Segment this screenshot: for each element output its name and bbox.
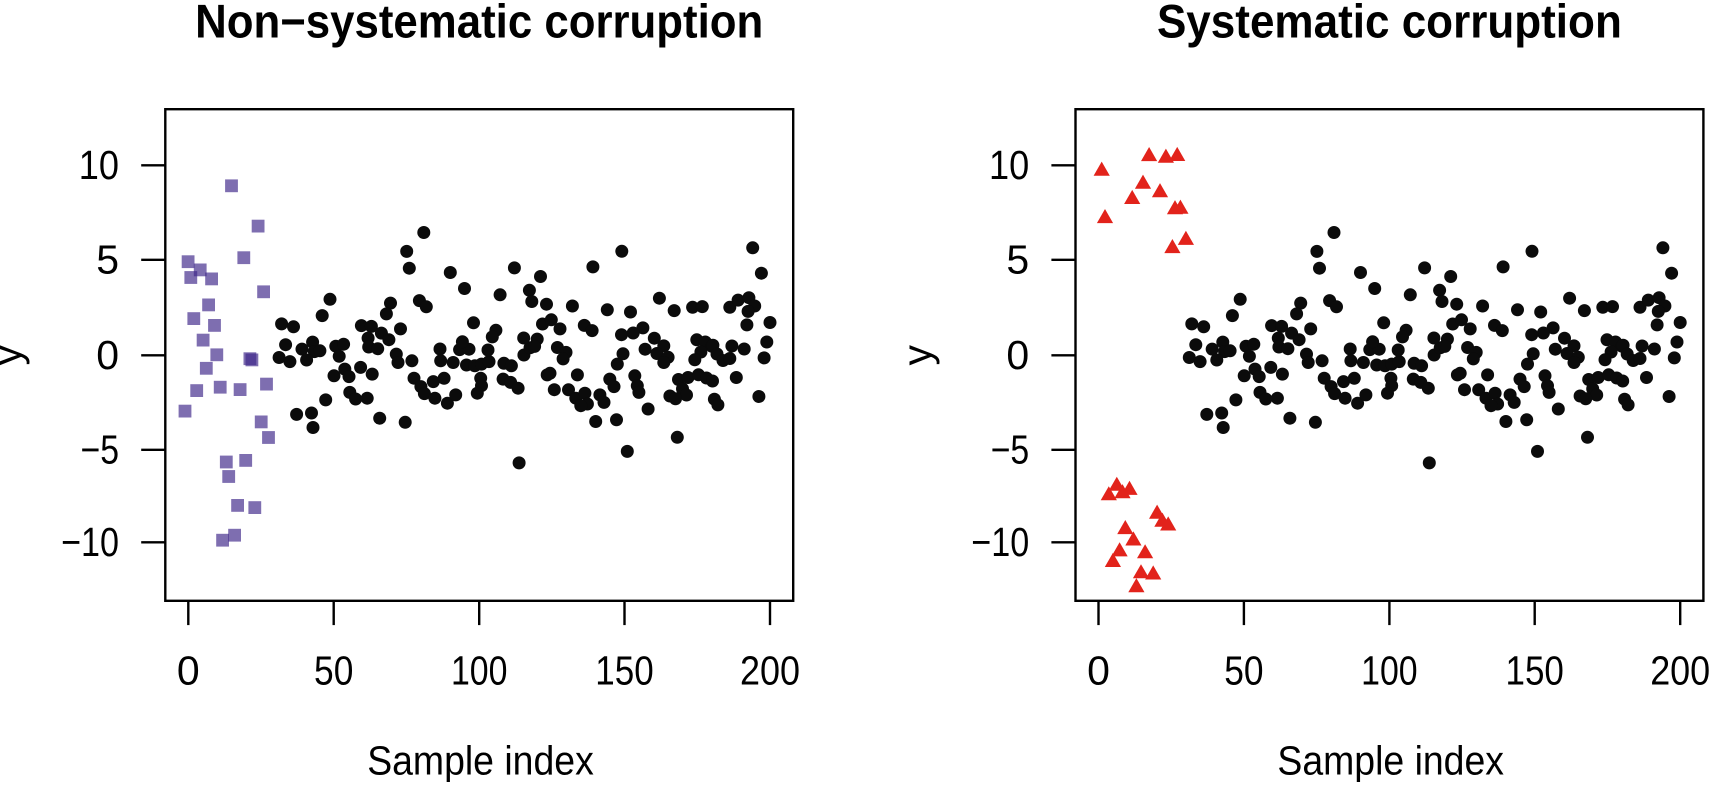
svg-text:5: 5	[96, 237, 119, 283]
svg-text:5: 5	[1006, 237, 1029, 283]
svg-text:Sample index: Sample index	[367, 737, 594, 782]
svg-text:50: 50	[314, 647, 353, 693]
svg-text:−10: −10	[971, 519, 1029, 565]
svg-text:Non−systematic corruption: Non−systematic corruption	[195, 0, 763, 48]
svg-text:0: 0	[177, 647, 200, 693]
svg-text:150: 150	[1506, 647, 1564, 693]
svg-text:200: 200	[1650, 647, 1710, 693]
svg-text:Sample index: Sample index	[1277, 737, 1504, 782]
svg-text:50: 50	[1224, 647, 1263, 693]
svg-text:150: 150	[595, 647, 653, 693]
svg-text:10: 10	[79, 142, 119, 188]
svg-text:y: y	[894, 345, 940, 366]
svg-text:0: 0	[1087, 647, 1110, 693]
svg-text:100: 100	[451, 647, 508, 693]
svg-text:10: 10	[989, 142, 1029, 188]
svg-text:0: 0	[1006, 332, 1029, 378]
svg-text:−10: −10	[61, 519, 119, 565]
svg-text:200: 200	[740, 647, 800, 693]
svg-text:−5: −5	[81, 427, 120, 473]
svg-text:Systematic corruption: Systematic corruption	[1157, 0, 1622, 48]
svg-text:−5: −5	[991, 427, 1030, 473]
svg-text:0: 0	[96, 332, 119, 378]
svg-text:100: 100	[1361, 647, 1418, 693]
svg-text:y: y	[0, 345, 30, 366]
